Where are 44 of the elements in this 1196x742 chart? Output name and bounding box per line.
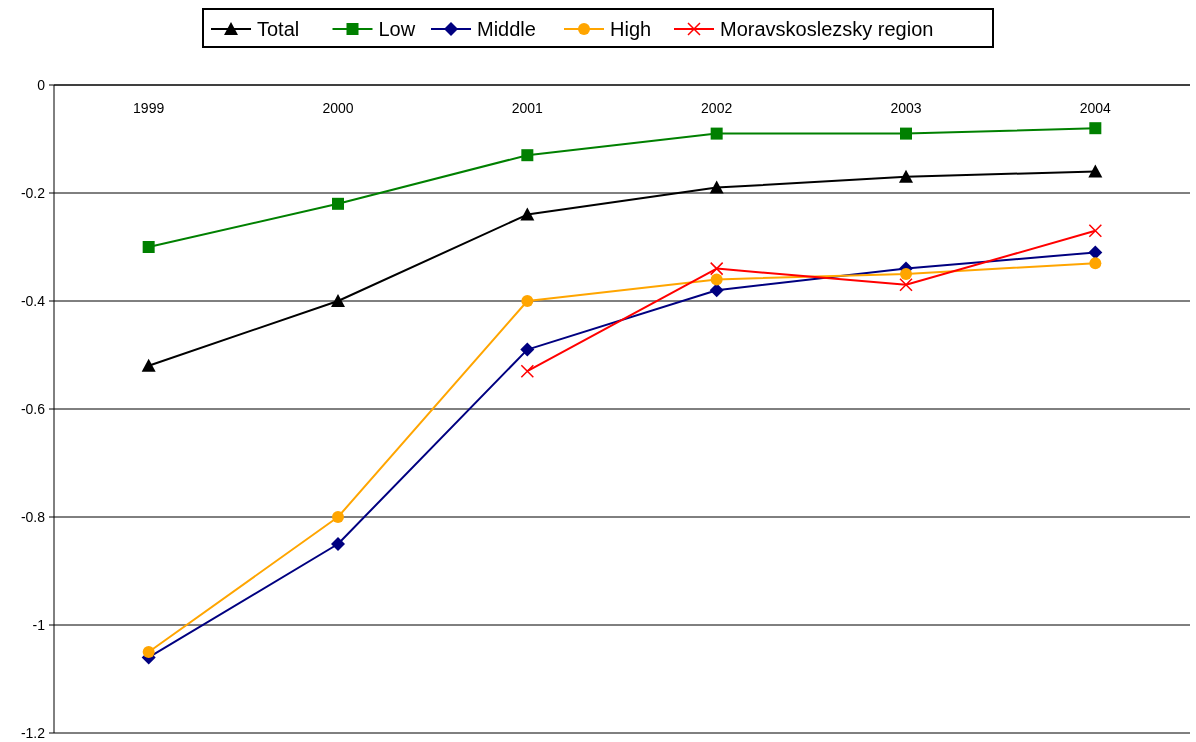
point <box>899 169 913 183</box>
legend-label: Low <box>378 18 416 40</box>
x-tick-label: 2000 <box>322 100 354 116</box>
point <box>1088 245 1103 260</box>
point <box>1088 164 1103 178</box>
y-tick-label: -0.6 <box>20 400 46 417</box>
point <box>520 207 535 221</box>
y-tick-label: -0.8 <box>20 508 46 525</box>
y-tick-label: -0.4 <box>20 292 46 309</box>
y-tick-label: -1.2 <box>20 724 46 741</box>
legend-label: Middle <box>477 18 536 40</box>
point <box>520 364 535 378</box>
x-tick-label: 2004 <box>1079 100 1112 116</box>
point <box>142 241 155 253</box>
point <box>331 294 345 307</box>
y-tick-label: -1 <box>32 616 46 633</box>
point <box>900 268 912 280</box>
x-tick-label: 2001 <box>511 100 544 116</box>
point <box>899 278 913 292</box>
point <box>142 646 155 658</box>
legend-label: Moravskoslezsky region <box>720 18 934 40</box>
point <box>710 127 723 140</box>
y-tick-label: 0 <box>37 76 46 93</box>
point <box>1089 257 1102 270</box>
x-tick-label: 1999 <box>133 100 165 116</box>
point <box>1089 122 1102 135</box>
point <box>709 180 724 194</box>
point <box>900 127 912 140</box>
point <box>710 273 723 286</box>
point <box>521 149 534 162</box>
x-tick-label: 2003 <box>890 100 922 116</box>
point <box>141 358 156 372</box>
x-tick-label: 2002 <box>701 100 733 116</box>
y-tick-label: -0.2 <box>20 184 46 201</box>
legend-label: Total <box>257 18 300 40</box>
point <box>1088 224 1103 238</box>
point <box>331 537 345 551</box>
point <box>332 511 344 523</box>
point <box>709 261 724 276</box>
point <box>332 197 344 210</box>
point <box>709 283 724 298</box>
point <box>520 342 535 357</box>
legend-label: High <box>610 18 652 40</box>
point <box>521 295 534 307</box>
